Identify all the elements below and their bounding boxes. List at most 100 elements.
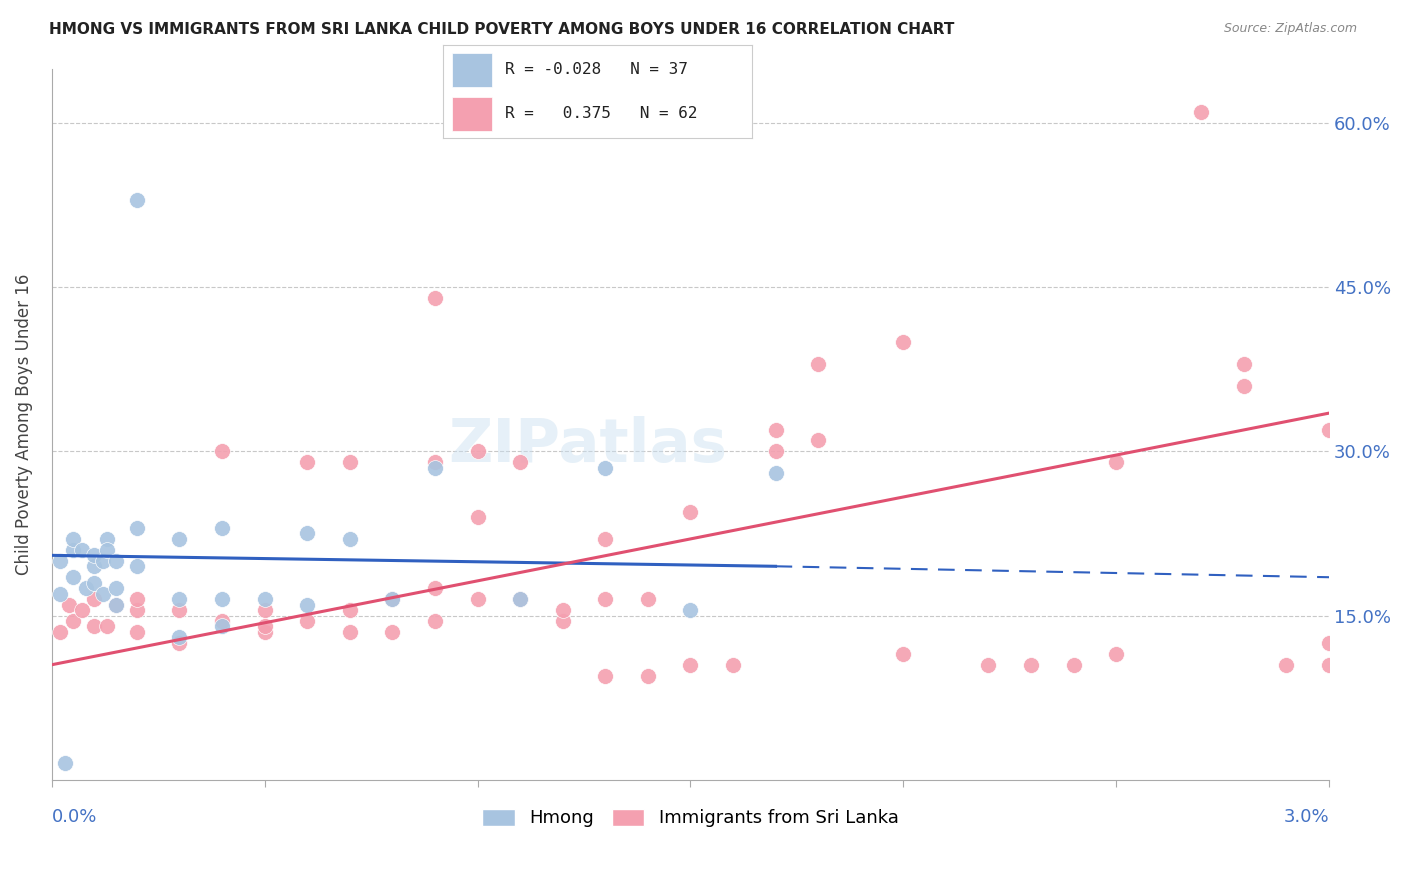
Point <box>381 592 404 607</box>
Point <box>125 559 148 574</box>
Point <box>125 624 148 639</box>
Point <box>423 581 446 595</box>
Point <box>423 291 446 305</box>
Point <box>1317 423 1340 437</box>
Point <box>509 592 531 607</box>
Point <box>49 624 72 639</box>
Point <box>70 542 93 557</box>
Point <box>807 434 830 448</box>
Point <box>807 357 830 371</box>
Point <box>295 598 318 612</box>
Point <box>765 444 787 458</box>
Point <box>1019 657 1042 672</box>
Point <box>339 532 361 546</box>
Point <box>381 592 404 607</box>
Point <box>339 624 361 639</box>
Point <box>1233 378 1256 392</box>
Point <box>381 624 404 639</box>
Point <box>83 592 105 607</box>
Point <box>467 510 489 524</box>
Point <box>211 444 233 458</box>
Point <box>551 603 574 617</box>
Point <box>75 581 97 595</box>
Point <box>125 193 148 207</box>
Y-axis label: Child Poverty Among Boys Under 16: Child Poverty Among Boys Under 16 <box>15 273 32 574</box>
Point <box>1189 105 1212 120</box>
Point <box>91 587 114 601</box>
Point <box>83 619 105 633</box>
Point <box>104 554 127 568</box>
Text: R =   0.375   N = 62: R = 0.375 N = 62 <box>505 106 697 121</box>
Point <box>211 592 233 607</box>
Point <box>169 636 191 650</box>
Point <box>593 668 616 682</box>
Point <box>423 614 446 628</box>
Point <box>62 542 84 557</box>
Point <box>253 603 276 617</box>
Point <box>977 657 1000 672</box>
Point <box>169 592 191 607</box>
Point <box>339 455 361 469</box>
Point <box>62 614 84 628</box>
Point <box>765 467 787 481</box>
Point <box>125 603 148 617</box>
Text: 0.0%: 0.0% <box>52 808 97 826</box>
Point <box>104 598 127 612</box>
Point <box>637 592 659 607</box>
Text: ZIPatlas: ZIPatlas <box>449 416 728 475</box>
Point <box>96 542 118 557</box>
Point <box>53 756 76 771</box>
Point <box>295 614 318 628</box>
Point <box>83 575 105 590</box>
Text: 3.0%: 3.0% <box>1284 808 1329 826</box>
Point <box>253 592 276 607</box>
Point <box>96 619 118 633</box>
Point <box>551 614 574 628</box>
Point <box>339 603 361 617</box>
Point <box>1317 657 1340 672</box>
Point <box>104 598 127 612</box>
Point <box>169 603 191 617</box>
Point <box>891 334 914 349</box>
Point <box>125 592 148 607</box>
Point <box>211 619 233 633</box>
Point <box>211 614 233 628</box>
Point <box>169 532 191 546</box>
Legend: Hmong, Immigrants from Sri Lanka: Hmong, Immigrants from Sri Lanka <box>475 801 905 835</box>
Point <box>679 657 702 672</box>
Point <box>91 554 114 568</box>
Point <box>253 619 276 633</box>
Point <box>1105 455 1128 469</box>
Point <box>467 444 489 458</box>
Bar <box>453 53 492 87</box>
Point <box>96 532 118 546</box>
Point <box>637 668 659 682</box>
Point <box>765 423 787 437</box>
Point <box>253 624 276 639</box>
Point <box>62 570 84 584</box>
Point <box>62 532 84 546</box>
Point <box>295 526 318 541</box>
Point <box>423 460 446 475</box>
Point <box>1063 657 1085 672</box>
Point <box>593 592 616 607</box>
Point <box>58 598 80 612</box>
Point <box>83 559 105 574</box>
Point <box>1317 636 1340 650</box>
Point <box>679 505 702 519</box>
Point <box>891 647 914 661</box>
Point <box>721 657 744 672</box>
Point <box>1275 657 1298 672</box>
Point <box>509 455 531 469</box>
Text: R = -0.028   N = 37: R = -0.028 N = 37 <box>505 62 688 78</box>
Point <box>423 455 446 469</box>
Point <box>169 631 191 645</box>
Point <box>509 592 531 607</box>
Point <box>49 587 72 601</box>
Text: Source: ZipAtlas.com: Source: ZipAtlas.com <box>1223 22 1357 36</box>
Point <box>49 554 72 568</box>
Point <box>104 581 127 595</box>
Point <box>467 592 489 607</box>
Point <box>593 532 616 546</box>
Text: HMONG VS IMMIGRANTS FROM SRI LANKA CHILD POVERTY AMONG BOYS UNDER 16 CORRELATION: HMONG VS IMMIGRANTS FROM SRI LANKA CHILD… <box>49 22 955 37</box>
